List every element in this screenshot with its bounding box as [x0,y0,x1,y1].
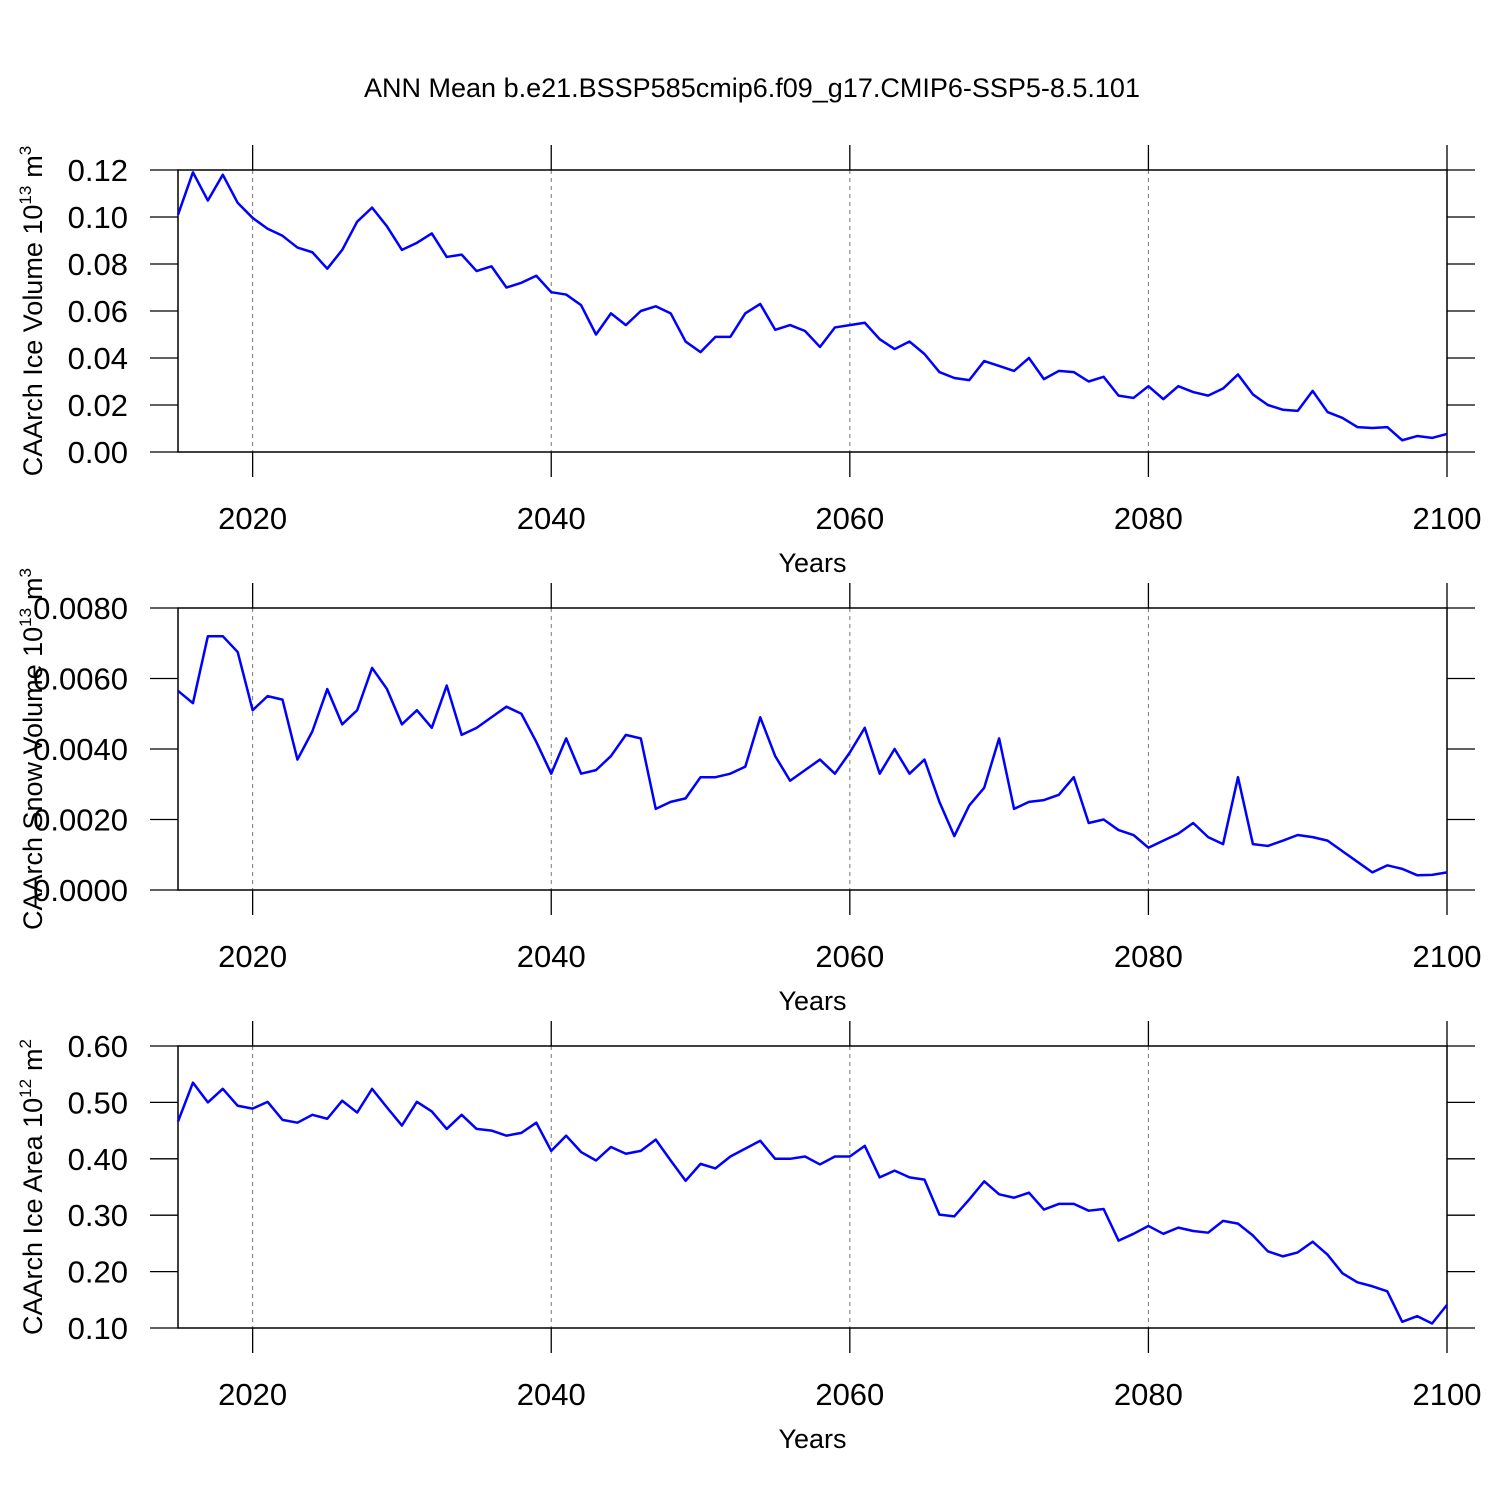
y-tick-label: 0.40 [68,1142,128,1177]
chart-title: ANN Mean b.e21.BSSP585cmip6.f09_g17.CMIP… [364,73,1140,103]
x-axis-label: Years [778,986,846,1016]
x-tick-label: 2080 [1114,939,1183,974]
x-tick-label: 2060 [815,501,884,536]
y-tick-label: 0.04 [68,341,128,376]
x-tick-label: 2040 [517,1377,586,1412]
x-tick-label: 2040 [517,501,586,536]
y-tick-label: 0.20 [68,1255,128,1290]
x-tick-label: 2080 [1114,1377,1183,1412]
y-tick-label: 0.0040 [33,732,128,767]
y-label-unit-exp: 3 [16,568,35,577]
y-tick-label: 0.10 [68,200,128,235]
y-tick-label: 0.06 [68,294,128,329]
x-tick-label: 2060 [815,1377,884,1412]
y-tick-label: 0.00 [68,435,128,470]
y-tick-label: 0.08 [68,247,128,282]
y-axis-label: CAArch Ice Volume 1013 m3 [16,146,48,477]
y-tick-label: 0.10 [68,1311,128,1346]
plot-frame [177,607,1448,891]
y-label-unit: m [18,577,48,600]
y-tick-label: 0.0080 [33,591,128,626]
x-tick-label: 2020 [218,501,287,536]
y-label-exp: 13 [16,608,35,627]
x-tick-label: 2040 [517,939,586,974]
x-tick-label: 2020 [218,939,287,974]
data-line [177,634,1448,877]
y-axis-label: CAArch Ice Area 1012 m2 [16,1039,48,1335]
x-axis-label: Years [778,548,846,578]
y-tick-label: 0.30 [68,1198,128,1233]
x-tick-label: 2020 [218,1377,287,1412]
y-tick-label: 0.02 [68,388,128,423]
y-tick-label: 0.0020 [33,803,128,838]
y-tick-label: 0.50 [68,1085,128,1120]
data-line [176,1081,1448,1325]
x-tick-label: 2060 [815,939,884,974]
y-label-text: CAArch Ice Volume 10 [18,205,48,477]
y-label-unit: m [18,1048,48,1071]
y-label-unit-exp: 3 [16,146,35,155]
y-label-exp: 13 [16,186,35,205]
x-tick-label: 2080 [1114,501,1183,536]
x-tick-label: 2100 [1413,1377,1482,1412]
y-label-exp: 12 [16,1079,35,1098]
y-label-unit: m [18,155,48,178]
plot-frame [177,1045,1448,1329]
y-axis-label: CAArch Snow Volume 1013 m3 [16,568,48,930]
y-tick-label: 0.0060 [33,662,128,697]
y-tick-label: 0.12 [68,153,128,188]
data-line [176,171,1448,442]
x-tick-label: 2100 [1413,501,1482,536]
x-tick-label: 2100 [1413,939,1482,974]
y-label-unit-exp: 2 [16,1039,35,1048]
plot-frame [177,169,1448,453]
x-axis-label: Years [778,1424,846,1454]
y-label-text: CAArch Snow Volume 10 [18,627,48,930]
y-label-text: CAArch Ice Area 10 [18,1098,48,1335]
y-tick-label: 0.0000 [33,873,128,908]
y-tick-label: 0.60 [68,1029,128,1064]
